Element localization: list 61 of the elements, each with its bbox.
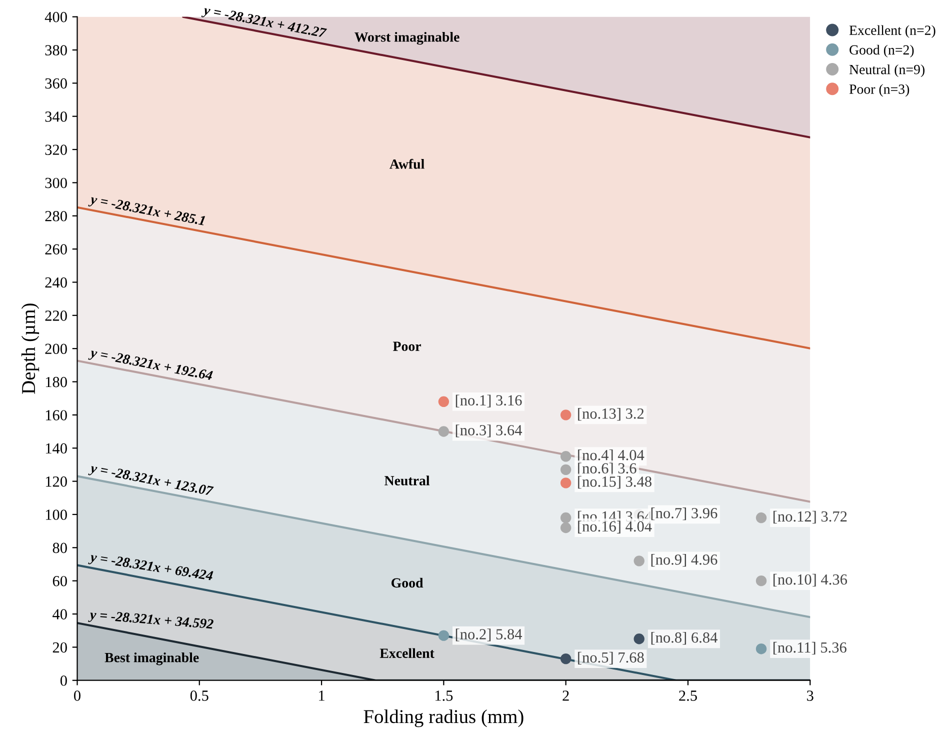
text: y = -28.321x + 285.1 [88,194,206,228]
y-tick-label: 260 [45,244,67,254]
y-axis-title: Depth (µm) [21,304,40,394]
data-label: [no.4] 4.04 [578,449,644,462]
annotation: Excellent [380,648,434,658]
annotation: Worst imaginable [354,32,460,45]
legend-label: Poor (n=3) [849,84,910,97]
y-tick-label: 120 [46,476,67,487]
text: y = -28.321x + 123.07 [88,462,214,499]
series-label: y = -28.321x + 34.592 [88,610,214,632]
annotation: Good [392,578,424,588]
annotation: Awful [390,158,424,169]
y-tick-label: 40 [52,609,67,620]
data-label: [no.7] 3.96 [651,508,718,520]
text: y = -28.321x + 412.27 [201,4,328,41]
data-label: [no.3] 3.64 [456,424,522,438]
annotation: Neutral [384,476,430,486]
y-tick-label: 300 [45,178,67,188]
x-tick-label: 2 [562,690,569,701]
data-label: [no.1] 3.16 [456,394,522,408]
y-tick-label: 60 [52,576,67,586]
y-tick-label: 20 [52,642,67,653]
y-tick-label: 140 [46,443,67,454]
y-tick-label: 220 [45,310,67,321]
data-label: [no.13] 3.2 [578,408,644,421]
x-axis-title: Folding radius (mm) [364,709,524,728]
y-tick-label: 100 [46,510,67,520]
x-tick-label: 1 [319,690,324,701]
annotation: Poor [393,342,422,351]
y-tick-label: 340 [45,111,67,122]
x-tick-label: 1.5 [435,690,453,701]
y-tick-label: 80 [52,542,67,554]
data-label: [no.11] 5.36 [774,642,846,655]
data-label: [no.8] 6.84 [651,632,718,645]
y-tick-label: 380 [45,45,67,56]
y-tick-label: 180 [46,376,67,388]
y-tick-label: 320 [45,144,67,155]
legend-label: Excellent (n=2) [849,25,936,38]
y-tick-label: 400 [44,12,67,22]
x-tick-label: 2.5 [679,690,697,701]
y-tick-label: 280 [45,211,67,222]
legend-label: Good (n=2) [850,44,914,58]
y-tick-label: 360 [45,78,67,89]
data-label: [no.10] 4.36 [774,574,848,587]
x-tick-label: 3 [807,690,814,701]
x-tick-label: 0 [74,690,80,701]
data-label: [no.6] 3.6 [578,462,636,476]
data-label: [no.12] 3.72 [774,510,847,524]
data-label: [no.9] 4.96 [651,554,718,567]
text: y = -28.321x + 69.424 [88,552,214,584]
data-label: [no.15] 3.48 [578,476,652,489]
data-label: [no.2] 5.84 [456,628,522,642]
y-tick-label: 200 [45,344,67,354]
legend-label: Neutral (n=9) [849,64,924,78]
text: y = -28.321x + 192.64 [88,348,213,384]
y-tick-label: 0 [60,676,67,686]
annotation: Best imaginable [104,652,199,666]
data-label: [no.5] 7.68 [578,652,644,665]
x-tick-label: 0.5 [190,690,208,701]
y-tick-label: 160 [46,410,67,420]
y-tick-label: 240 [45,277,67,288]
